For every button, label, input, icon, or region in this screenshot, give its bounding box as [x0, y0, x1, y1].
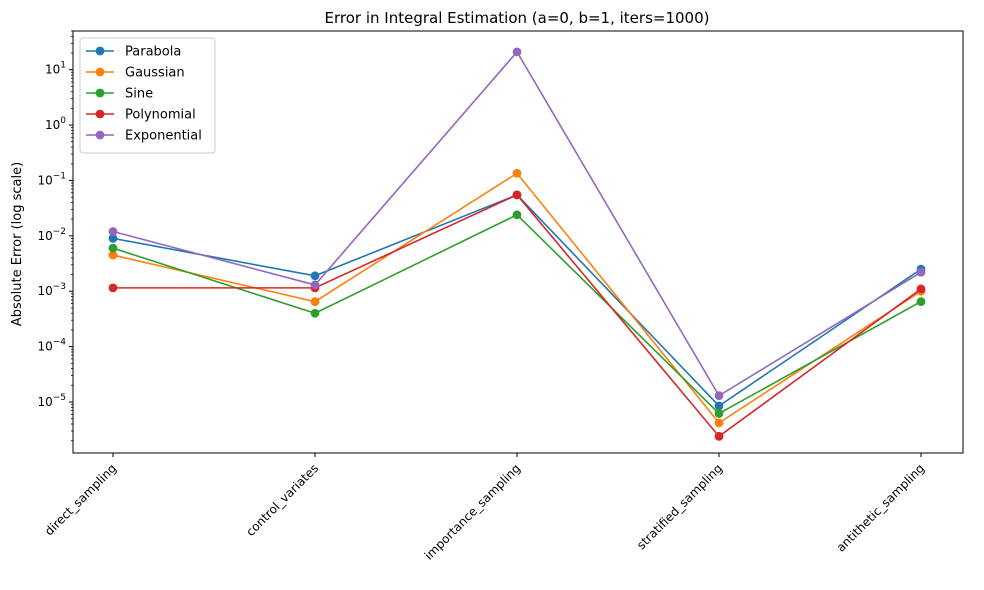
legend-marker: [95, 130, 105, 140]
data-point-polynomial: [714, 431, 724, 441]
data-point-gaussian: [310, 297, 320, 307]
y-tick-label: 101: [45, 61, 66, 77]
data-point-exponential: [714, 391, 724, 401]
legend-marker: [95, 109, 105, 119]
legend-label: Exponential: [125, 129, 202, 144]
y-tick-label: 10−5: [37, 393, 66, 409]
legend-label: Polynomial: [125, 108, 196, 123]
data-point-parabola: [714, 401, 724, 411]
data-point-exponential: [108, 227, 118, 236]
y-tick-label: 100: [45, 116, 66, 132]
legend-box: [79, 37, 216, 154]
y-tick-label: 10−1: [37, 171, 66, 187]
data-point-polynomial: [512, 190, 522, 200]
legend: Parabola Gaussian Sine Polynomial Exponentia…: [79, 37, 216, 154]
data-point-exponential: [512, 47, 522, 57]
data-point-sine: [108, 243, 118, 253]
data-point-exponential: [310, 280, 320, 290]
data-point-parabola: [310, 271, 320, 281]
legend-label: Sine: [125, 87, 153, 102]
data-point-sine: [714, 409, 724, 418]
y-tick-label: 10−4: [37, 338, 66, 354]
legend-marker: [95, 67, 105, 77]
data-point-sine: [916, 297, 926, 307]
legend-marker: [95, 46, 105, 56]
data-point-gaussian: [714, 418, 724, 428]
data-point-exponential: [916, 267, 926, 277]
legend-label: Gaussian: [125, 66, 185, 81]
y-tick-label: 10−3: [37, 282, 66, 298]
data-point-gaussian: [512, 168, 522, 178]
data-point-sine: [310, 308, 320, 318]
data-point-sine: [512, 210, 522, 220]
legend-label: Parabola: [125, 45, 181, 60]
y-axis-label: Absolute Error (log scale): [10, 162, 25, 326]
data-point-polynomial: [108, 283, 118, 293]
chart-title: Error in Integral Estimation (a=0, b=1, …: [325, 9, 710, 27]
plot-frame: [72, 30, 964, 454]
data-point-polynomial: [916, 284, 926, 294]
legend-marker: [95, 88, 105, 98]
data-point-parabola: [108, 233, 118, 243]
y-tick-label: 10−2: [37, 227, 66, 243]
data-point-gaussian: [108, 250, 118, 260]
